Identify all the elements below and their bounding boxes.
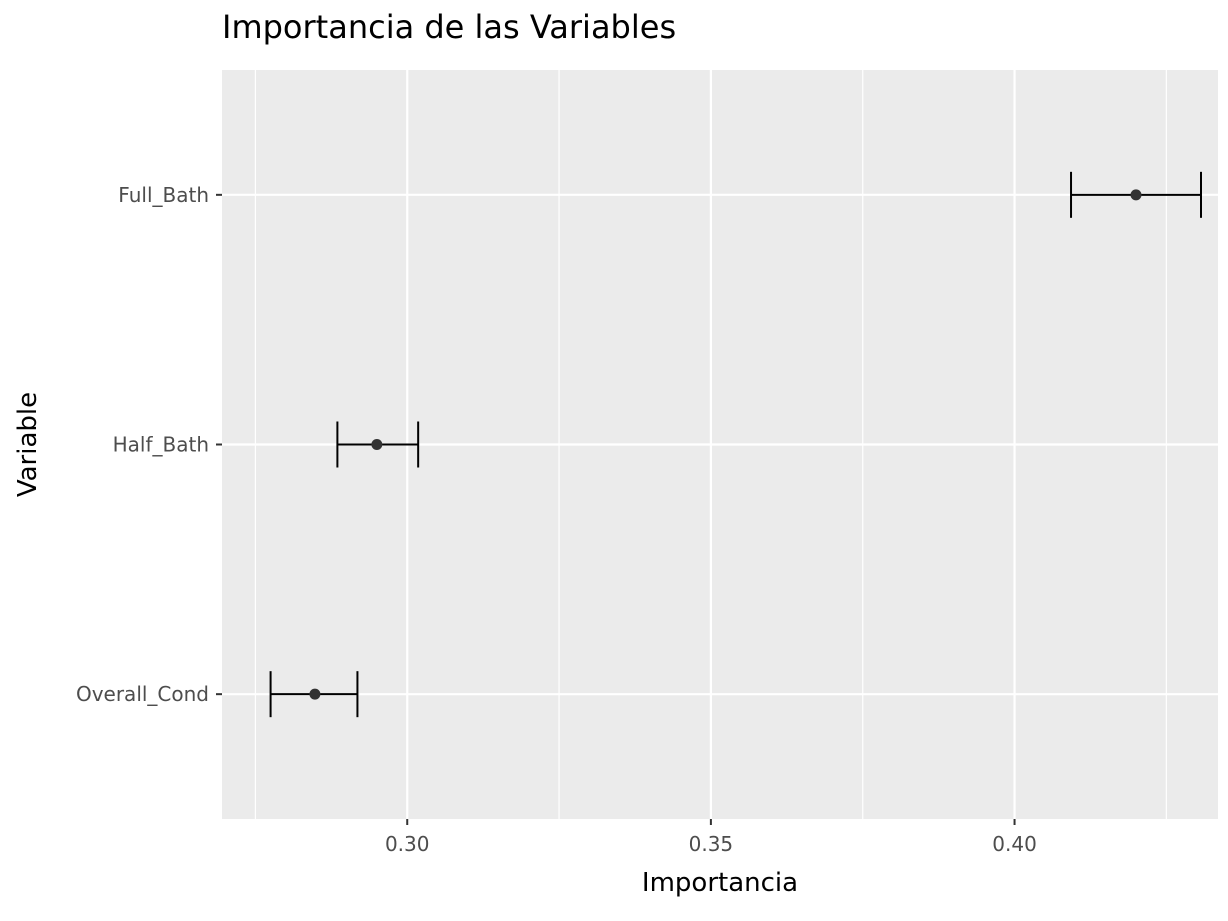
x-tick-label: 0.30 (385, 832, 430, 856)
y-tick-label: Full_Bath (118, 183, 209, 207)
y-tick-label: Overall_Cond (76, 682, 209, 706)
x-tick-label: 0.40 (992, 832, 1037, 856)
point-full-bath (1130, 189, 1142, 201)
point-overall-cond (309, 688, 321, 700)
axis-ticks: 0.30 0.35 0.40 Full_Bath Half_Bath Overall_Co… (76, 183, 1037, 856)
y-axis-title: Variable (13, 392, 43, 497)
chart-title: Importancia de las Variables (222, 8, 676, 46)
data-marks (269, 171, 1202, 718)
y-tick-label: Half_Bath (113, 433, 209, 457)
x-axis-title: Importancia (642, 868, 798, 898)
x-tick-label: 0.35 (689, 832, 734, 856)
point-half-bath (371, 439, 383, 450)
